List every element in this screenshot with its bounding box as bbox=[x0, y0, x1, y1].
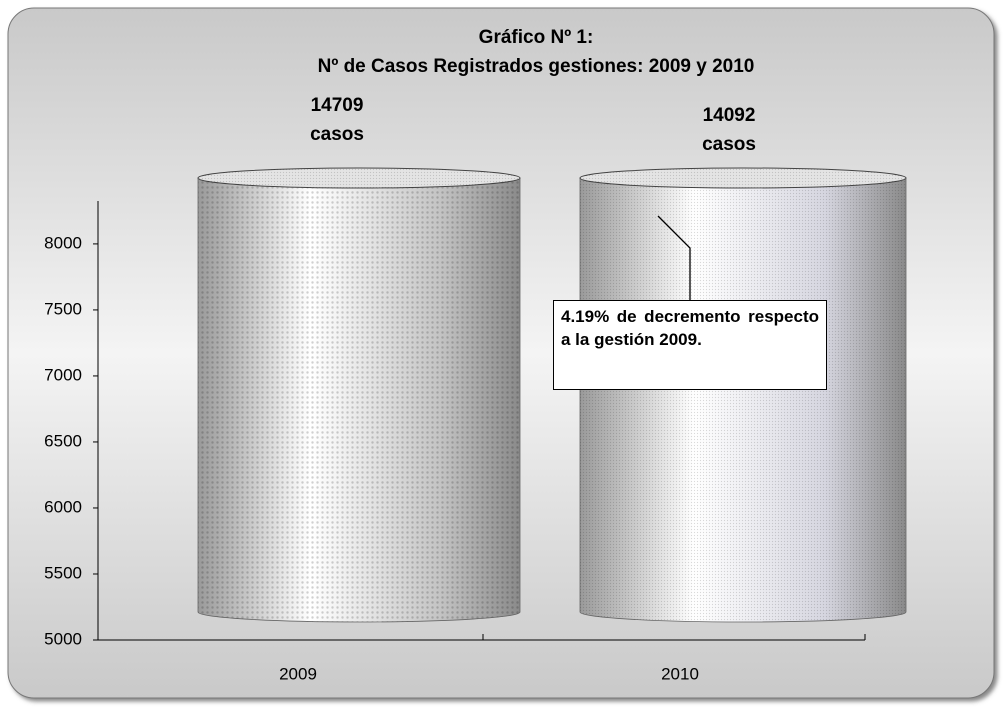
bar-texture bbox=[198, 178, 520, 622]
y-tick-label: 7000 bbox=[44, 365, 82, 384]
bar bbox=[579, 167, 907, 623]
data-label: 14709 casos bbox=[310, 95, 364, 145]
data-label: 14092 casos bbox=[702, 105, 756, 155]
y-tick-label: 7500 bbox=[44, 299, 82, 318]
y-tick-label: 5500 bbox=[44, 563, 82, 582]
y-tick-label: 6000 bbox=[44, 497, 82, 516]
bar-texture bbox=[580, 178, 906, 622]
annotation-leader bbox=[657, 215, 691, 300]
bar bbox=[197, 167, 521, 623]
annotation: 4.19% de decremento respecto a la gestió… bbox=[553, 300, 827, 390]
y-tick-label: 6500 bbox=[44, 431, 82, 450]
x-tick-label: 2009 bbox=[279, 664, 317, 683]
x-tick-label: 2010 bbox=[661, 664, 699, 683]
chart-subtitle: Nº de Casos Registrados gestiones: 2009 … bbox=[318, 56, 755, 77]
chart-title: Gráfico Nº 1: bbox=[479, 27, 594, 48]
bar-top-texture bbox=[580, 168, 906, 188]
y-tick-label: 8000 bbox=[44, 233, 82, 252]
bar-top-texture bbox=[198, 168, 520, 188]
y-tick-label: 5000 bbox=[44, 629, 82, 648]
